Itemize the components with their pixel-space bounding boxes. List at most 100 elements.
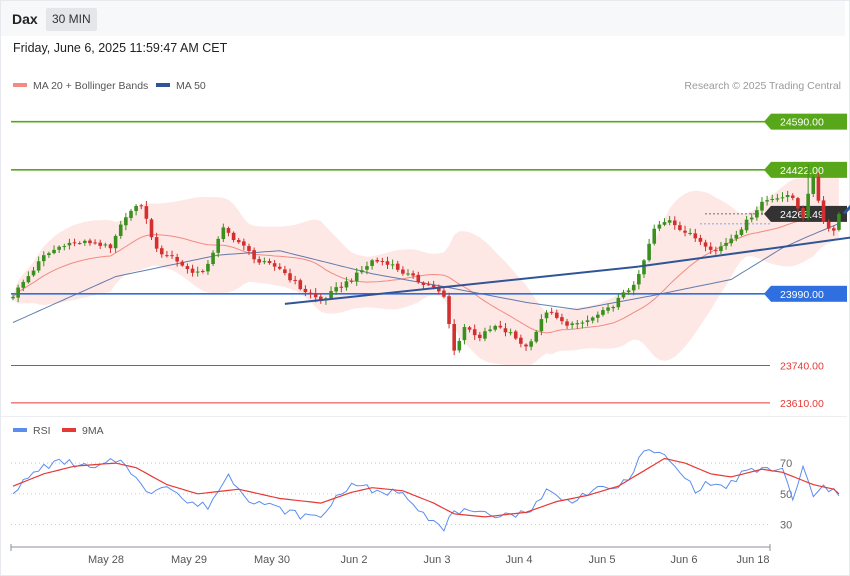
candle-body — [201, 271, 205, 273]
candle-body — [621, 292, 626, 298]
price-level-label: 24422.00 — [780, 165, 824, 177]
candle-body — [411, 273, 415, 276]
candle-body — [821, 200, 826, 222]
candle-body — [724, 242, 728, 246]
candle-body — [744, 219, 749, 231]
rsi-line — [12, 449, 840, 532]
candle-body — [472, 329, 477, 336]
candle-body — [344, 281, 349, 288]
price-level-label: 23740.00 — [780, 361, 824, 373]
candle-body — [719, 246, 723, 252]
candle-body — [242, 241, 246, 246]
candle-body — [565, 321, 569, 326]
legend-rsi: RSI — [13, 425, 51, 437]
candle-body — [380, 261, 385, 263]
candle-body — [129, 210, 133, 218]
price-level-badge-pointer — [764, 205, 771, 222]
candle-body — [406, 273, 410, 275]
time-tick-label: May 28 — [88, 554, 124, 566]
candle-body — [31, 270, 36, 276]
time-tick-label: Jun 4 — [506, 554, 533, 566]
candle-body — [334, 287, 338, 292]
symbol-title: Dax — [12, 11, 38, 27]
candle-body — [590, 317, 595, 321]
candle-body — [816, 176, 821, 201]
candle-body — [206, 263, 210, 272]
candle-body — [313, 293, 318, 298]
candle-body — [47, 253, 51, 256]
candle-body — [457, 340, 462, 351]
candle-body — [601, 310, 605, 315]
candle-body — [375, 260, 380, 262]
candle-body — [252, 250, 256, 260]
candle-body — [221, 227, 226, 240]
candle-body — [585, 320, 590, 322]
candle-body — [298, 280, 303, 290]
candle-body — [93, 242, 97, 244]
candle-body — [549, 311, 554, 313]
price-level-badge — [771, 113, 847, 130]
candle-body — [513, 331, 518, 339]
candle-body — [616, 297, 621, 308]
candle-body — [832, 228, 836, 231]
candle-body — [272, 263, 277, 267]
candle-body — [780, 197, 785, 199]
candle-body — [442, 290, 446, 297]
candle-body — [765, 200, 769, 202]
candle-body — [236, 240, 241, 243]
legend-ma20-bollinger: MA 20 + Bollinger Bands — [13, 80, 148, 92]
candle-body — [734, 234, 739, 239]
candle-body — [431, 285, 436, 288]
candle-body — [98, 242, 103, 246]
candle-body — [539, 319, 544, 332]
timeframe-button[interactable]: 30 MIN — [46, 8, 97, 31]
candle-body — [293, 279, 297, 281]
time-tick-label: Jun 5 — [589, 554, 616, 566]
candle-body — [211, 252, 215, 265]
candle-body — [370, 260, 374, 266]
candle-body — [134, 205, 138, 212]
candle-body — [319, 296, 323, 301]
candle-body — [498, 325, 503, 328]
candle-body — [283, 269, 287, 274]
candle-body — [698, 238, 703, 242]
legend-swatch — [13, 428, 27, 433]
candle-body — [790, 195, 795, 198]
candle-body — [190, 268, 195, 273]
rsi-9ma-line — [12, 457, 840, 518]
candle-body — [662, 222, 667, 225]
candle-body — [175, 256, 179, 262]
candle-body — [426, 284, 431, 286]
time-tick-label: Jun 18 — [736, 554, 769, 566]
candle-body — [749, 217, 754, 220]
candle-body — [67, 242, 72, 246]
candle-body — [72, 242, 77, 244]
candle-body — [62, 246, 67, 248]
candle-body — [108, 244, 113, 249]
panel-separator — [1, 416, 847, 417]
time-tick-label: May 30 — [254, 554, 290, 566]
candle-body — [52, 249, 56, 254]
candle-body — [801, 207, 805, 218]
support-trendline — [638, 236, 850, 268]
candle-body — [637, 274, 641, 285]
candle-body — [693, 233, 698, 239]
candle-body — [529, 341, 533, 347]
candle-body — [77, 243, 82, 245]
candle-body — [339, 286, 344, 288]
support-trendline — [284, 265, 639, 305]
price-level-label: 23610.00 — [780, 398, 824, 410]
candle-body — [534, 331, 539, 342]
candle-body — [488, 329, 492, 331]
research-credit: Research © 2025 Trading Central — [684, 80, 841, 92]
candle-body — [478, 334, 482, 339]
candle-body — [606, 307, 610, 311]
candle-body — [493, 325, 498, 330]
chart-header: Dax 30 MIN — [1, 1, 845, 36]
candle-body — [288, 273, 292, 281]
candle-body — [154, 237, 159, 249]
candle-body — [596, 314, 600, 318]
candle-body — [672, 220, 677, 226]
candle-body — [416, 274, 421, 283]
candle-body — [124, 217, 128, 226]
